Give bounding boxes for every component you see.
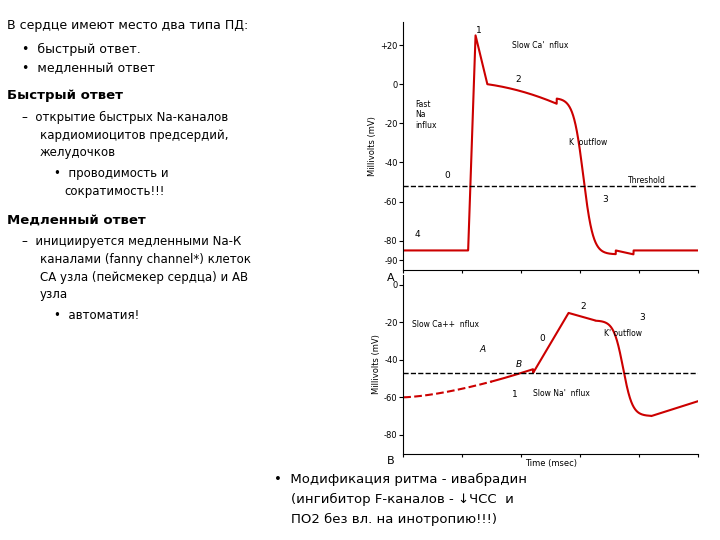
Text: узла: узла bbox=[40, 288, 68, 301]
Text: В сердце имеют место два типа ПД:: В сердце имеют место два типа ПД: bbox=[7, 19, 248, 32]
Text: 1: 1 bbox=[475, 26, 481, 35]
Text: Slow Ca++  nflux: Slow Ca++ nflux bbox=[412, 320, 479, 329]
Text: –  инициируется медленными Na-К: – инициируется медленными Na-К bbox=[22, 235, 241, 248]
Text: A: A bbox=[387, 273, 395, 283]
Y-axis label: Millivolts (mV): Millivolts (mV) bbox=[369, 116, 377, 176]
Text: кардиомиоцитов предсердий,: кардиомиоцитов предсердий, bbox=[40, 129, 228, 141]
Text: Slow Ca'  nflux: Slow Ca' nflux bbox=[513, 41, 569, 50]
Text: K  outflow: K outflow bbox=[569, 138, 607, 147]
Text: 4: 4 bbox=[415, 230, 420, 239]
Text: 3: 3 bbox=[603, 194, 608, 204]
Text: B: B bbox=[516, 360, 521, 369]
Text: –  открытие быстрых Na-каналов: – открытие быстрых Na-каналов bbox=[22, 111, 228, 124]
Text: 2: 2 bbox=[516, 75, 521, 84]
Text: 0: 0 bbox=[444, 171, 450, 180]
X-axis label: Time (msec): Time (msec) bbox=[525, 459, 577, 468]
Text: 0: 0 bbox=[539, 334, 545, 343]
Text: (ингибитор F-каналов - ↓ЧСС  и: (ингибитор F-каналов - ↓ЧСС и bbox=[274, 492, 513, 505]
Text: 3: 3 bbox=[639, 313, 645, 322]
Y-axis label: Millivolts (mV): Millivolts (mV) bbox=[372, 335, 382, 394]
Text: •  проводимость и: • проводимость и bbox=[54, 167, 168, 180]
Text: 1: 1 bbox=[513, 390, 518, 399]
Text: каналами (fanny channel*) клеток: каналами (fanny channel*) клеток bbox=[40, 253, 251, 266]
Text: •  автоматия!: • автоматия! bbox=[54, 309, 139, 322]
Text: B: B bbox=[387, 456, 395, 467]
Text: 2: 2 bbox=[580, 302, 586, 311]
Text: СА узла (пейсмекер сердца) и АВ: СА узла (пейсмекер сердца) и АВ bbox=[40, 271, 248, 284]
Text: ПО2 без вл. на инотропию!!!): ПО2 без вл. на инотропию!!!) bbox=[274, 512, 497, 525]
Text: K' outflow: K' outflow bbox=[604, 329, 642, 338]
Text: Медленный ответ: Медленный ответ bbox=[7, 213, 146, 226]
Text: Slow Na'  nflux: Slow Na' nflux bbox=[533, 389, 590, 398]
Text: Fast
Na
influx: Fast Na influx bbox=[415, 100, 436, 130]
Text: желудочков: желудочков bbox=[40, 146, 116, 159]
Text: Threshold: Threshold bbox=[628, 176, 665, 185]
Text: A: A bbox=[480, 345, 486, 354]
Text: •  медленный ответ: • медленный ответ bbox=[22, 62, 155, 75]
Text: •  быстрый ответ.: • быстрый ответ. bbox=[22, 43, 140, 56]
Text: Быстрый ответ: Быстрый ответ bbox=[7, 89, 123, 102]
Text: •  Модификация ритма - ивабрадин: • Модификация ритма - ивабрадин bbox=[274, 472, 526, 485]
Text: сократимость!!!: сократимость!!! bbox=[65, 185, 165, 198]
